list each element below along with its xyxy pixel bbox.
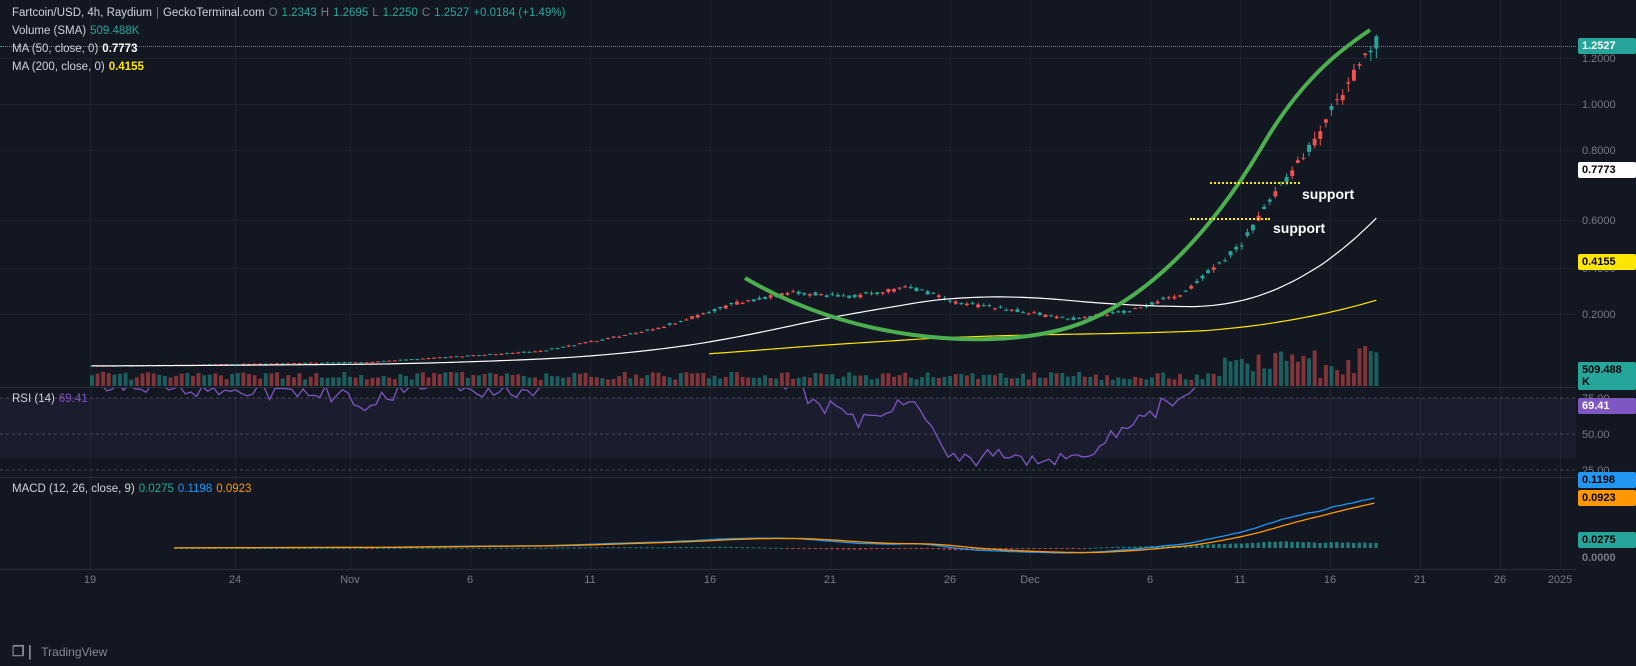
volume-value: 509.488K [90,22,139,40]
macd-signal-value: 0.0923 [216,480,251,498]
volume-label: Volume (SMA) [12,22,86,40]
ma50-label: MA (50, close, 0) [12,40,98,58]
ohlc-close: 1.2527 [434,4,469,22]
price-tag-current: 1.2527 [1578,38,1636,54]
support-label-2: support [1273,220,1325,236]
main-legend: Fartcoin/USD, 4h, Raydium | GeckoTermina… [12,4,565,76]
price-tick: 0.6000 [1578,214,1636,228]
price-tick: 0.2000 [1578,308,1636,322]
tradingview-logo-icon: ❒❘ [12,643,35,660]
ma200-label: MA (200, close, 0) [12,58,105,76]
time-tick: 6 [467,574,473,586]
time-tick: 2025 [1548,574,1572,586]
symbol-label[interactable]: Fartcoin/USD, 4h, Raydium [12,4,152,22]
price-tag-ma200_tag: 0.4155 [1578,254,1636,270]
rsi-pane[interactable]: RSI (14) 69.41 [0,388,1576,478]
rsi-legend: RSI (14) 69.41 [12,390,88,408]
rsi-label: RSI (14) [12,390,55,408]
time-tick: 21 [824,574,836,586]
rsi-tick: 50.00 [1578,428,1636,442]
time-tick: 6 [1147,574,1153,586]
macd-hist-value: 0.0275 [139,480,174,498]
price-axis[interactable]: 1.20001.00000.80000.60000.40000.20001.25… [1576,0,1636,570]
price-tag-vol_tag: 509.488 K [1578,362,1636,390]
macd-tag: 0.0275 [1578,532,1636,548]
time-tick: 16 [704,574,716,586]
price-tick: 0.8000 [1578,144,1636,158]
rsi-tag: 69.41 [1578,398,1636,414]
chart-container: Fartcoin/USD, 4h, Raydium | GeckoTermina… [0,0,1636,666]
time-tick: 11 [1234,574,1245,586]
time-tick: 21 [1414,574,1426,586]
price-tick: 1.2000 [1578,52,1636,66]
ohlc-open: 1.2343 [282,4,317,22]
ma50-value: 0.7773 [102,40,137,58]
ohlc-low: 1.2250 [383,4,418,22]
rsi-chart-svg [0,388,1576,478]
time-tick: 24 [229,574,241,586]
time-tick: 26 [944,574,956,586]
ohlc-change: +0.0184 (+1.49%) [473,4,565,22]
macd-legend: MACD (12, 26, close, 9) 0.0275 0.1198 0.… [12,480,251,498]
time-tick: Nov [340,574,360,586]
macd-tag: 0.0000 [1578,550,1636,566]
macd-tag: 0.0923 [1578,490,1636,506]
price-tick: 1.0000 [1578,98,1636,112]
ohlc-high: 1.2695 [333,4,368,22]
macd-value: 0.1198 [178,480,212,498]
price-tag-ma50_tag: 0.7773 [1578,162,1636,178]
ma200-value: 0.4155 [109,58,144,76]
time-axis[interactable]: 19 24 Nov 6 11 16 21 26 Dec 6 11 16 21 26 2025 [0,570,1576,600]
main-price-pane[interactable]: Fartcoin/USD, 4h, Raydium | GeckoTermina… [0,0,1576,388]
support-label-1: support [1302,186,1354,202]
time-tick: 16 [1324,574,1336,586]
time-tick: Dec [1020,574,1040,586]
support-line-2 [1190,218,1270,220]
rsi-value: 69.41 [59,390,88,408]
time-tick: 11 [584,574,595,586]
tradingview-attribution[interactable]: ❒❘ TradingView [12,643,107,660]
support-line-1 [1210,182,1300,184]
time-tick: 26 [1494,574,1506,586]
source-label[interactable]: GeckoTerminal.com [163,4,265,22]
macd-label: MACD (12, 26, close, 9) [12,480,135,498]
macd-tag: 0.1198 [1578,472,1636,488]
time-tick: 19 [84,574,96,586]
macd-pane[interactable]: MACD (12, 26, close, 9) 0.0275 0.1198 0.… [0,478,1576,570]
